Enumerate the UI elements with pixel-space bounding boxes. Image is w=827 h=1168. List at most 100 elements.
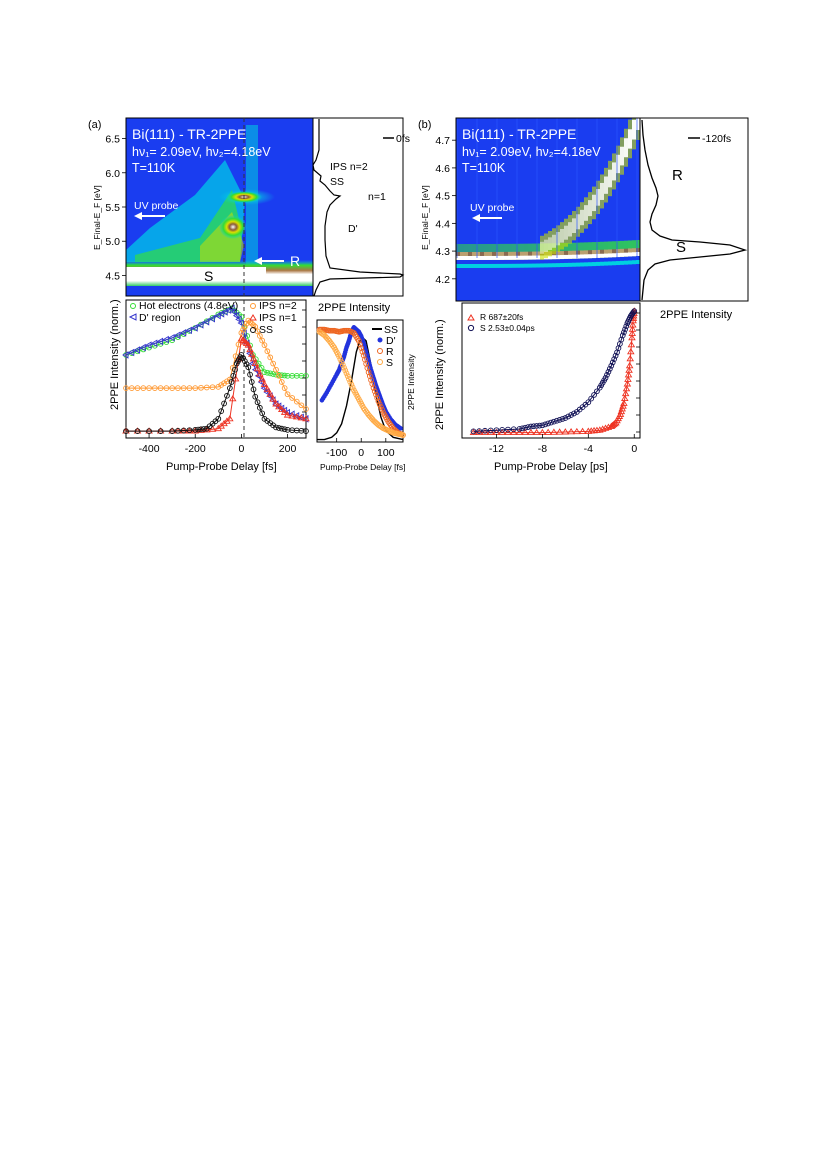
- point-ips-n-2: [267, 354, 274, 361]
- point-ss: [248, 379, 255, 385]
- point-ss: [232, 366, 238, 373]
- panel-b-map: 4.2 4.3 4.4 4.5 4.6 4.7 (b) Bi(111) - TR-2PPE…: [418, 117, 641, 302]
- point-ss: [221, 400, 227, 407]
- point-r: [379, 406, 385, 413]
- point-s-2-53-0-04ps: [510, 426, 517, 433]
- point-s: [336, 353, 342, 360]
- point-hot-electrons-4-8ev-: [264, 369, 271, 376]
- point-ss: [238, 352, 245, 358]
- point-ips-n-2: [146, 385, 152, 391]
- point-ips-n-2: [186, 385, 193, 391]
- point-s-2-53-0-04ps: [522, 424, 529, 431]
- xtick-label: -100: [326, 447, 347, 459]
- point-ips-n-2: [298, 402, 305, 409]
- point-ips-n-2: [134, 385, 141, 391]
- point-s-2-53-0-04ps: [594, 388, 600, 395]
- a-zoom-xlabel: Pump-Probe Delay [fs]: [320, 462, 406, 472]
- point-ss: [240, 355, 246, 361]
- point-ss: [247, 371, 253, 378]
- point-ips-n-2: [278, 379, 285, 385]
- point-r: [359, 348, 366, 355]
- point-d-region: [228, 304, 235, 313]
- point-r-687-20fs: [573, 427, 581, 435]
- point-ips-n-1: [247, 350, 256, 357]
- point-ips-n-1: [283, 411, 292, 418]
- point-ips-n-1: [208, 425, 217, 432]
- point-r-687-20fs: [629, 321, 637, 328]
- point-ss: [243, 361, 250, 368]
- point-r: [375, 398, 382, 405]
- xtick-label: 200: [279, 443, 297, 455]
- point-s: [400, 432, 406, 438]
- point-ips-n-1: [258, 375, 266, 382]
- b-map-title-3: T=110K: [462, 161, 506, 175]
- point-ss: [192, 427, 199, 433]
- point-r-687-20fs: [609, 420, 618, 428]
- xtick-label: -400: [139, 443, 160, 455]
- point-ips-n-1: [228, 394, 237, 402]
- point-r: [366, 373, 373, 379]
- point-s: [342, 367, 349, 374]
- legend-ips2: IPS n=2: [259, 300, 297, 312]
- point-r-687-20fs: [481, 428, 489, 436]
- point-r-687-20fs: [621, 389, 630, 397]
- point-r-687-20fs: [550, 428, 558, 435]
- point-ss: [228, 379, 235, 385]
- point-ips-n-1: [251, 359, 260, 366]
- a-map-ytick-label: 5.0: [105, 236, 120, 248]
- a-map-ylabel: E_Final-E_F [eV]: [92, 185, 102, 250]
- point-s-2-53-0-04ps: [623, 323, 630, 330]
- point-ips-n-2: [163, 385, 170, 391]
- point-s-2-53-0-04ps: [493, 427, 500, 434]
- point-d-region: [235, 315, 242, 324]
- point-ips-n-2: [284, 391, 291, 398]
- point-s-2-53-0-04ps: [530, 423, 537, 430]
- point-ss: [259, 410, 266, 417]
- b-traces-xlabel: Pump-Probe Delay [ps]: [494, 461, 608, 473]
- b-spectrum-legend: -120fs: [702, 133, 731, 145]
- point-s-2-53-0-04ps: [591, 392, 597, 398]
- point-ss: [252, 393, 259, 400]
- point-r-687-20fs: [532, 428, 541, 436]
- point-s-2-53-0-04ps: [609, 359, 616, 366]
- point-ips-n-2: [123, 385, 129, 391]
- point-d-region: [185, 326, 192, 335]
- point-hot-electrons-4-8ev-: [267, 370, 274, 377]
- point-r: [355, 337, 362, 344]
- point-s-2-53-0-04ps: [551, 418, 557, 425]
- point-r-687-20fs: [620, 399, 628, 406]
- b-traces-ylabel: 2PPE Intensity (norm.): [434, 319, 446, 430]
- point-d-: [398, 426, 403, 431]
- point-ips-n-2: [218, 382, 225, 388]
- point-s-2-53-0-04ps: [556, 416, 563, 423]
- point-ips-n-1: [277, 405, 286, 413]
- legend-hot-electrons: Hot electrons (4.8eV): [139, 300, 238, 312]
- series-line-ips-n-2: [126, 319, 307, 410]
- point-d-region: [208, 314, 215, 323]
- point-d-region: [133, 346, 140, 354]
- b-map-ytick-label: 4.6: [435, 163, 450, 175]
- point-ss: [256, 404, 263, 411]
- point-ips-n-2: [261, 342, 268, 348]
- b-map-ytick-label: 4.4: [435, 218, 450, 230]
- point-d-region: [139, 343, 146, 352]
- point-ips-n-1: [297, 414, 306, 421]
- point-ips-n-1: [288, 412, 296, 419]
- point-d-region: [150, 339, 158, 348]
- a-spectrum-label-ss: SS: [330, 176, 344, 188]
- a-map-ytick-label: 6.0: [105, 168, 120, 180]
- point-r: [369, 381, 376, 387]
- point-d-region: [162, 335, 169, 344]
- a-map-ytick-label: 6.5: [105, 134, 120, 146]
- panel-a-zoom: -100 0 100 Pump-Probe Delay [fs] 2PPE Inte…: [316, 319, 416, 472]
- b-map-uv-probe-arrow: [472, 214, 502, 222]
- point-s: [338, 359, 345, 365]
- point-r-687-20fs: [601, 424, 610, 431]
- point-s-2-53-0-04ps: [470, 428, 477, 435]
- point-ss: [134, 428, 141, 434]
- point-ips-n-2: [270, 360, 276, 367]
- point-ips-n-1: [249, 355, 258, 362]
- a-map-uv-probe-arrow: [134, 212, 165, 220]
- point-ips-n-2: [169, 385, 176, 391]
- xtick-label: 100: [377, 447, 395, 459]
